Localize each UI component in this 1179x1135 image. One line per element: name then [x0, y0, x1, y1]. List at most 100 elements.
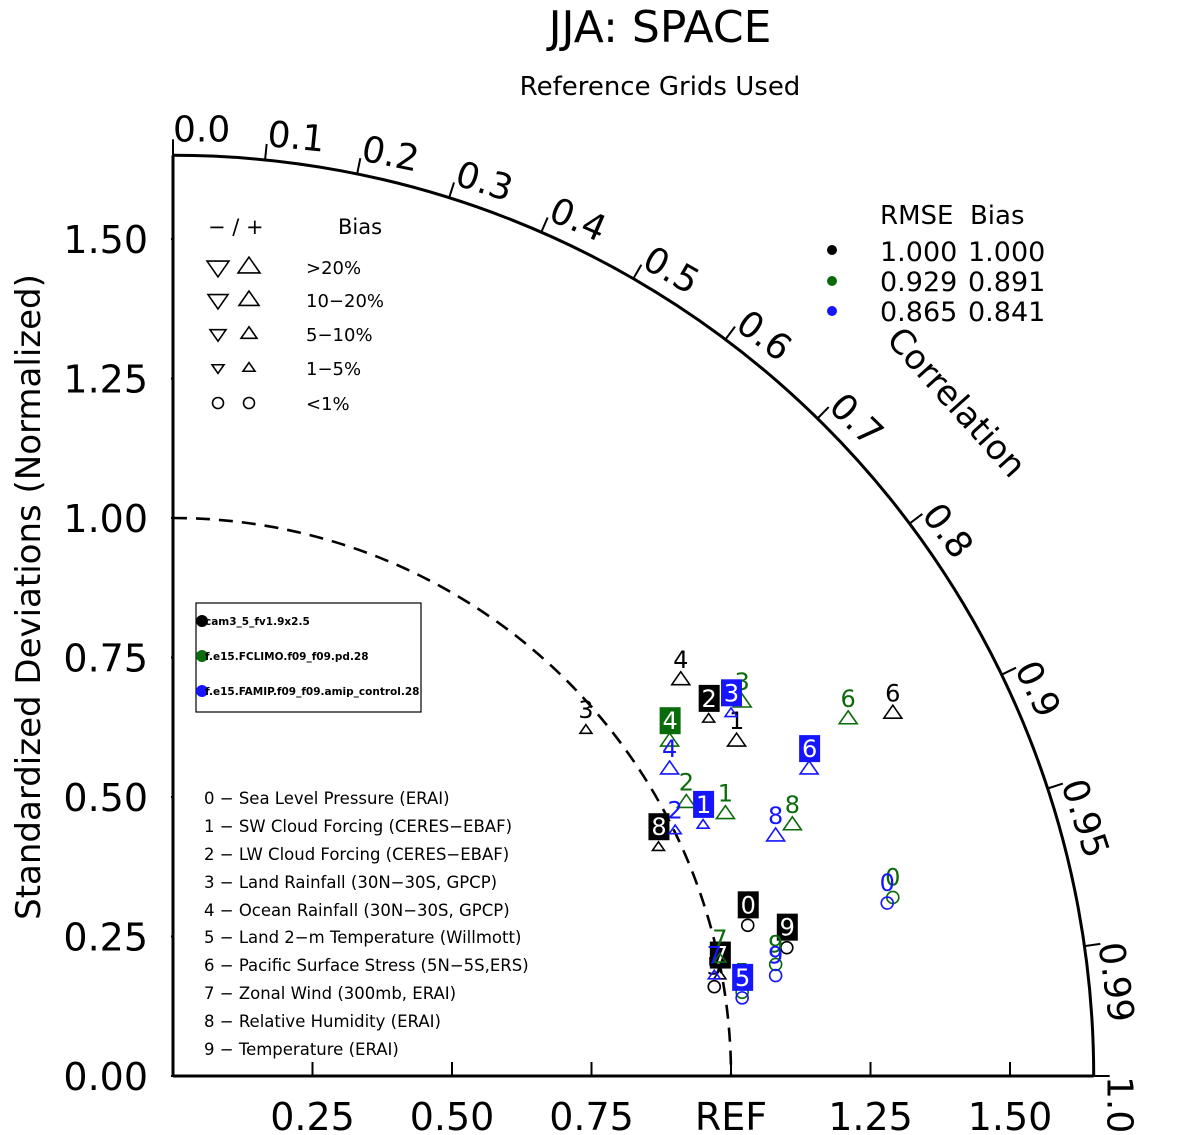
variable-legend-item: 9 − Temperature (ERAI)	[204, 1040, 399, 1059]
point-label: 0	[880, 869, 895, 897]
point-label: 2	[679, 769, 694, 797]
case-legend-dot	[196, 650, 208, 662]
correlation-tick-label: 0.1	[266, 114, 327, 161]
data-point: 7	[706, 942, 722, 980]
point-label: 4	[662, 707, 677, 735]
point-triangle-marker	[765, 826, 787, 842]
data-point: 1	[726, 707, 748, 747]
correlation-tick	[1001, 666, 1017, 676]
y-tick-label: 0.75	[63, 637, 148, 681]
point-label: 7	[712, 925, 727, 953]
data-points: 012345678901234567890123456789	[578, 646, 904, 1005]
point-label: 6	[885, 679, 900, 707]
bias-legend-bias-header: Bias	[338, 215, 382, 239]
bias-legend-row: 1−5%	[306, 359, 361, 380]
point-label-box	[693, 790, 715, 818]
max-std-arc	[172, 153, 1096, 1077]
bias-value: 0.891	[968, 267, 1045, 298]
data-point: 0	[737, 891, 759, 933]
data-point: 7	[712, 925, 728, 963]
bias-value: 0.841	[968, 297, 1045, 328]
case-legend: cam3_5_fv1.9x2.5 f.e15.FCLIMO.f09_f09.pd…	[195, 602, 422, 713]
point-triangle-marker	[659, 759, 681, 775]
point-label: 4	[673, 646, 688, 674]
data-point: 8	[765, 802, 787, 842]
data-point: 4	[670, 646, 692, 686]
variable-legend-item: 4 − Ocean Rainfall (30N−30S, GPCP)	[204, 901, 510, 920]
point-label-box	[732, 963, 754, 991]
point-label: 9	[768, 942, 783, 970]
point-circle-marker	[735, 991, 749, 1005]
point-label: 6	[802, 735, 817, 763]
variable-legend-item: 2 − LW Cloud Forcing (CERES−EBAF)	[204, 845, 509, 864]
point-circle-marker	[768, 968, 783, 983]
data-point: 6	[882, 679, 904, 719]
correlation-tick-label: 0.0	[173, 109, 230, 150]
correlation-tick	[632, 264, 643, 280]
data-point: 3	[578, 696, 594, 735]
point-label-box	[659, 707, 681, 735]
correlation-tick-label: 1.0	[1099, 1076, 1140, 1133]
bias-legend: − / + Bias >20% 10−20% 5−10% 1−5% <1%	[205, 215, 384, 415]
point-triangle-marker	[667, 823, 683, 835]
data-point: 2	[667, 796, 683, 835]
point-label-box	[721, 679, 742, 707]
point-label-box	[737, 891, 759, 919]
legend-up-triangle	[241, 361, 257, 373]
y-tick-label: 0.25	[63, 916, 148, 960]
data-point: 1	[714, 780, 736, 820]
point-triangle-marker	[837, 709, 859, 725]
bias-legend-row: 5−10%	[306, 325, 373, 346]
point-circle-marker	[768, 957, 783, 972]
point-label: 1	[718, 780, 733, 808]
x-tick-label: 1.25	[828, 1095, 913, 1135]
rmse-legend-dot	[827, 276, 837, 286]
variable-legend-item: 1 − SW Cloud Forcing (CERES−EBAF)	[204, 817, 512, 836]
variable-legend-item: 6 − Pacific Surface Stress (5N−5S,ERS)	[204, 956, 529, 975]
data-point: 8	[781, 791, 803, 831]
point-triangle-marker	[675, 793, 697, 809]
point-triangle-marker	[706, 968, 722, 980]
data-point: 4	[659, 735, 681, 775]
variable-legend-item: 5 − Land 2−m Temperature (Willmott)	[204, 928, 521, 947]
rmse-legend: RMSE Bias 1.000 1.000 0.929 0.891 0.865 …	[827, 201, 1045, 328]
data-point: 3	[721, 679, 742, 718]
y-axis-label: Standardized Deviations (Normalized)	[9, 274, 49, 920]
point-label: 0	[885, 863, 900, 891]
point-triangle-marker	[701, 712, 717, 723]
correlation-tick-label: 0.7	[821, 386, 891, 455]
legend-down-triangle	[208, 328, 228, 343]
correlation-tick-label: 0.6	[728, 303, 798, 370]
point-triangle-marker	[723, 706, 739, 718]
y-tick-label: 1.50	[63, 218, 148, 262]
variable-legend-item: 7 − Zonal Wind (300mb, ERAI)	[204, 984, 456, 1003]
point-triangle-marker	[578, 723, 594, 735]
x-tick-label: 0.75	[549, 1095, 634, 1135]
legend-up-triangle	[239, 325, 259, 340]
data-point: 5	[732, 963, 754, 1005]
point-label: 8	[785, 791, 800, 819]
bias-legend-row: 10−20%	[306, 291, 384, 312]
bias-legend-row: >20%	[306, 258, 361, 279]
chart-title: JJA: SPACE	[546, 2, 772, 53]
correlation-tick-label: 0.99	[1089, 940, 1141, 1025]
data-point: 2	[698, 684, 720, 723]
point-triangle-marker	[712, 952, 728, 963]
point-label: 3	[578, 696, 593, 724]
correlation-tick	[816, 406, 830, 420]
point-label-box	[648, 813, 670, 841]
point-triangle-marker	[714, 804, 736, 820]
point-label-box	[698, 684, 720, 712]
point-triangle-marker	[670, 670, 692, 686]
plot-axes: 0.000.250.500.751.001.251.500.25 0.50 0.75…	[63, 153, 1096, 1135]
legend-up-triangle	[237, 289, 261, 307]
point-label: 9	[768, 930, 783, 958]
point-label: 1	[696, 791, 711, 819]
case-legend-label: f.e15.FAMIP.f09_f09.amip_control.28	[205, 686, 419, 698]
variable-legend-item: 0 − Sea Level Pressure (ERAI)	[204, 789, 450, 808]
variable-legend-item: 8 − Relative Humidity (ERAI)	[204, 1012, 441, 1031]
correlation-tick	[540, 217, 549, 233]
data-point: 6	[798, 735, 821, 775]
point-triangle-marker	[695, 818, 711, 829]
